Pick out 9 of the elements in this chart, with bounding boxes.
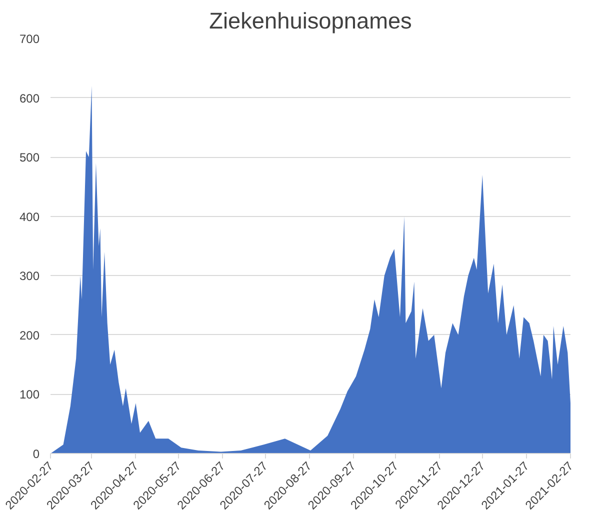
chart-title: Ziekenhuisopnames <box>209 8 412 34</box>
y-tick-label: 300 <box>19 269 40 284</box>
y-tick-label: 400 <box>19 210 40 224</box>
y-tick-label: 100 <box>19 388 40 402</box>
y-tick-label: 200 <box>19 328 40 342</box>
y-tick-label: 0 <box>32 447 40 461</box>
y-tick-label: 700 <box>19 32 40 46</box>
y-tick-label: 600 <box>19 91 40 106</box>
y-tick-label: 500 <box>19 150 40 165</box>
